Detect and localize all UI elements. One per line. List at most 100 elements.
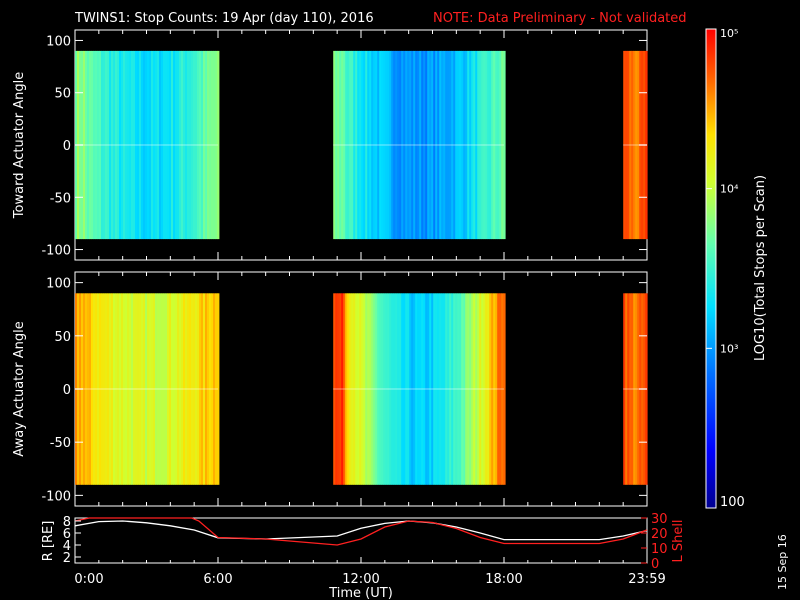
heatmap-cell — [373, 293, 376, 485]
heatmap-cell — [363, 293, 366, 485]
heatmap-cell — [397, 50, 400, 240]
heatmap-cell — [123, 50, 126, 240]
heatmap-cell — [201, 293, 204, 485]
date-stamp: 15 Sep 16 — [776, 534, 789, 590]
heatmap-cell — [333, 50, 336, 240]
heatmap-cell — [495, 293, 498, 485]
heatmap-cell — [93, 293, 96, 485]
panel-away: 100 50 0 -50 -100 Away Actuator Angle — [12, 271, 648, 507]
heatmap-cell — [417, 50, 420, 240]
heatmap-cell — [147, 293, 150, 485]
heatmap-cell — [157, 50, 160, 240]
heatmap-cell — [203, 293, 206, 485]
heatmap-cell — [193, 293, 196, 485]
heatmap-cell — [373, 50, 376, 240]
ytick-label: -100 — [41, 244, 71, 259]
heatmap-cell — [91, 293, 94, 485]
heatmap-cell — [497, 50, 500, 240]
heatmap-cell — [479, 293, 482, 485]
heatmap-cell — [137, 293, 140, 485]
colorbar: 10⁵ 10⁴ 10³ 100 LOG10(Total Stops per Scan) — [705, 27, 768, 510]
heatmap-cell — [407, 50, 410, 240]
heatmap-cell — [161, 50, 164, 240]
ytick-label-right: 20 — [651, 527, 668, 542]
heatmap-cell — [345, 293, 348, 485]
heatmap-cell — [439, 293, 442, 485]
heatmap-cell — [103, 50, 106, 240]
heatmap-cell — [83, 293, 86, 485]
heatmap-cell — [381, 293, 384, 485]
heatmap-cell — [115, 293, 118, 485]
panel-toward: 100 50 0 -50 -100 Toward Actuator Angle — [12, 29, 648, 261]
heatmap-cell — [361, 293, 364, 485]
heatmap-cell — [487, 50, 490, 240]
heatmap-cell — [477, 50, 480, 240]
heatmap-cell — [355, 293, 358, 485]
heatmap-cell — [145, 293, 148, 485]
heatmap-block-2 — [333, 50, 506, 240]
heatmap-cell — [333, 293, 336, 485]
heatmap-cell — [215, 293, 218, 485]
heatmap-cell — [623, 293, 626, 485]
heatmap-cell — [337, 293, 340, 485]
heatmap-cell — [473, 293, 476, 485]
heatmap-cell — [213, 50, 216, 240]
heatmap-cell — [155, 293, 158, 485]
heatmap-cell — [629, 293, 632, 485]
heatmap-cell — [345, 50, 348, 240]
heatmap-cell — [343, 293, 346, 485]
heatmap-cell — [203, 50, 206, 240]
heatmap-cell — [413, 293, 416, 485]
heatmap-cell — [493, 50, 496, 240]
heatmap-cell — [347, 50, 350, 240]
xtick-label: 18:00 — [485, 572, 522, 587]
heatmap-cell — [415, 50, 418, 240]
colorbar-label: LOG10(Total Stops per Scan) — [753, 175, 768, 361]
heatmap-cell — [377, 50, 380, 240]
ytick-label: -50 — [50, 191, 71, 206]
heatmap-cell — [465, 293, 468, 485]
heatmap-cell — [339, 293, 342, 485]
heatmap-cell — [143, 50, 146, 240]
heatmap-cell — [129, 293, 132, 485]
heatmap-cell — [467, 50, 470, 240]
heatmap-cell — [87, 293, 90, 485]
ytick-label: -50 — [50, 436, 71, 451]
colorbar-tick-label: 10⁴ — [720, 183, 739, 196]
heatmap-cell — [125, 293, 128, 485]
heatmap-cell — [625, 293, 628, 485]
heatmap-cell — [125, 50, 128, 240]
heatmap-cell — [161, 293, 164, 485]
heatmap-cell — [433, 293, 436, 485]
heatmap-cell — [393, 50, 396, 240]
heatmap-cell — [443, 50, 446, 240]
heatmap-cell — [351, 50, 354, 240]
heatmap-cell — [371, 50, 374, 240]
ytick-label: 50 — [54, 330, 71, 345]
heatmap-cell — [111, 50, 114, 240]
heatmap-cell — [341, 50, 344, 240]
heatmap-cell — [199, 293, 202, 485]
heatmap-cell — [407, 293, 410, 485]
heatmap-cell — [139, 293, 142, 485]
heatmap-cell — [89, 50, 92, 240]
heatmap-cell — [391, 50, 394, 240]
heatmap-cell — [119, 50, 122, 240]
heatmap-cell — [491, 293, 494, 485]
heatmap-cell — [99, 50, 102, 240]
heatmap-cell — [89, 293, 92, 485]
heatmap-cell — [449, 50, 452, 240]
heatmap-cell — [149, 293, 152, 485]
heatmap-cell — [127, 50, 130, 240]
heatmap-cell — [631, 50, 634, 240]
heatmap-cell — [401, 50, 404, 240]
heatmap-cell — [337, 50, 340, 240]
heatmap-cell — [457, 50, 460, 240]
heatmap-cell — [427, 50, 430, 240]
heatmap-cell — [193, 50, 196, 240]
heatmap-cell — [107, 50, 110, 240]
heatmap-cell — [185, 293, 188, 485]
heatmap-cell — [427, 293, 430, 485]
heatmap-cell — [97, 293, 100, 485]
heatmap-cell — [195, 293, 198, 485]
